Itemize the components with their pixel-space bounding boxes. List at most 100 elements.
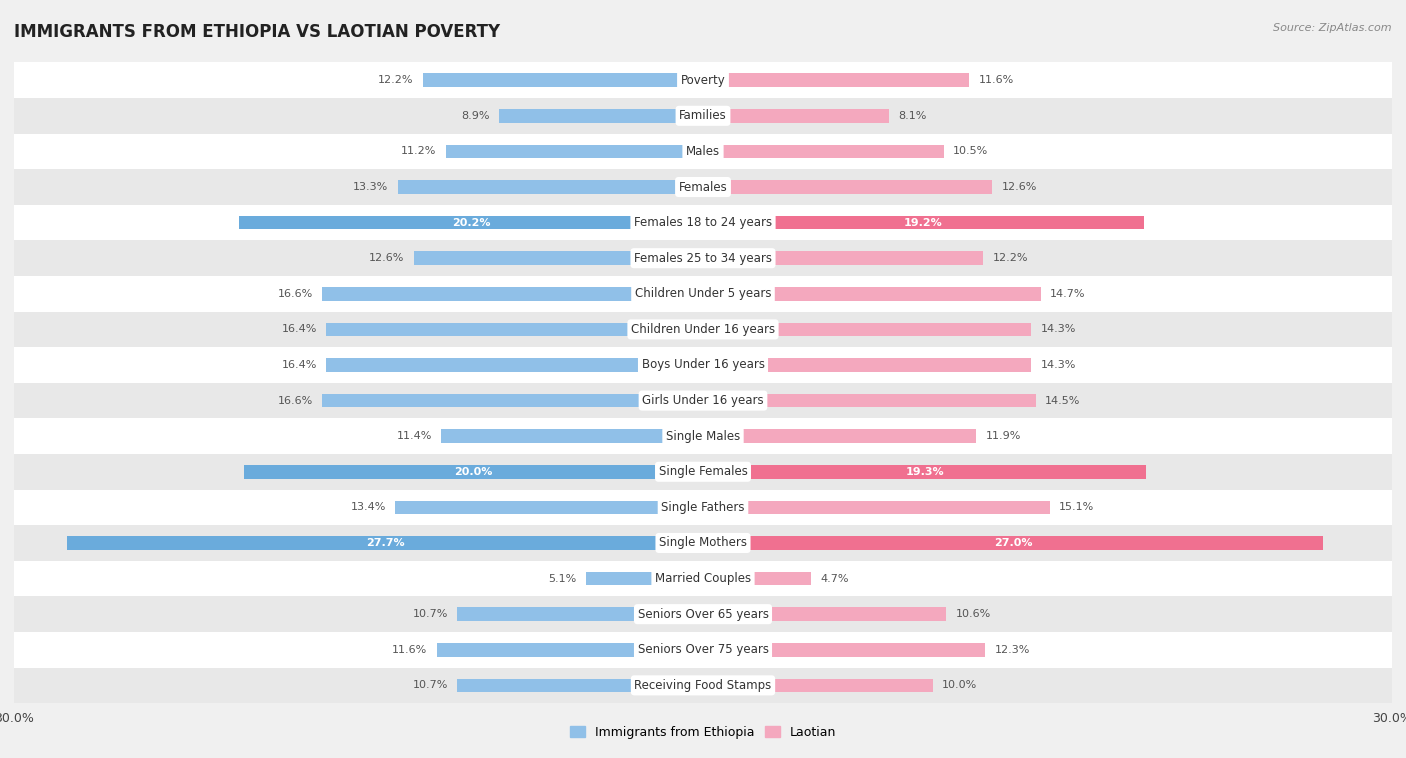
Text: Children Under 16 years: Children Under 16 years <box>631 323 775 336</box>
Text: 19.3%: 19.3% <box>905 467 943 477</box>
Bar <box>703 323 1032 336</box>
Text: Seniors Over 75 years: Seniors Over 75 years <box>637 644 769 656</box>
Text: Children Under 5 years: Children Under 5 years <box>634 287 772 300</box>
Bar <box>703 500 1050 514</box>
Text: Females 18 to 24 years: Females 18 to 24 years <box>634 216 772 229</box>
Text: Families: Families <box>679 109 727 122</box>
Text: 8.1%: 8.1% <box>898 111 927 121</box>
Text: 13.4%: 13.4% <box>350 503 387 512</box>
Text: 15.1%: 15.1% <box>1059 503 1094 512</box>
Bar <box>14 276 1392 312</box>
Bar <box>14 418 1392 454</box>
Bar <box>243 465 703 478</box>
Text: 5.1%: 5.1% <box>548 574 576 584</box>
Bar <box>14 597 1392 632</box>
Text: Single Fathers: Single Fathers <box>661 501 745 514</box>
Text: 11.9%: 11.9% <box>986 431 1021 441</box>
Text: 16.4%: 16.4% <box>281 324 318 334</box>
Text: 12.6%: 12.6% <box>370 253 405 263</box>
Text: Married Couples: Married Couples <box>655 572 751 585</box>
Text: 8.9%: 8.9% <box>461 111 489 121</box>
Text: 19.2%: 19.2% <box>904 218 943 227</box>
Bar <box>14 632 1392 668</box>
Bar <box>457 678 703 692</box>
Text: 20.2%: 20.2% <box>451 218 491 227</box>
Bar <box>703 643 986 656</box>
Text: Females 25 to 34 years: Females 25 to 34 years <box>634 252 772 265</box>
Text: 16.4%: 16.4% <box>281 360 318 370</box>
Text: Females: Females <box>679 180 727 193</box>
Text: Single Males: Single Males <box>666 430 740 443</box>
Text: 10.7%: 10.7% <box>413 609 449 619</box>
Bar <box>395 500 703 514</box>
Bar <box>14 312 1392 347</box>
Bar <box>423 74 703 87</box>
Bar <box>703 252 983 265</box>
Bar <box>703 216 1144 230</box>
Bar <box>703 678 932 692</box>
Text: Receiving Food Stamps: Receiving Food Stamps <box>634 679 772 692</box>
Text: 12.6%: 12.6% <box>1001 182 1036 192</box>
Bar <box>703 572 811 585</box>
Bar <box>441 430 703 443</box>
Bar <box>703 607 946 621</box>
Text: 27.7%: 27.7% <box>366 538 405 548</box>
Bar <box>14 98 1392 133</box>
Bar <box>14 668 1392 703</box>
Text: Poverty: Poverty <box>681 74 725 86</box>
Text: Girls Under 16 years: Girls Under 16 years <box>643 394 763 407</box>
Text: 12.3%: 12.3% <box>994 645 1031 655</box>
Bar <box>14 383 1392 418</box>
Bar <box>14 561 1392 597</box>
Text: 16.6%: 16.6% <box>277 396 312 406</box>
Bar <box>14 454 1392 490</box>
Text: 10.5%: 10.5% <box>953 146 988 156</box>
Text: 14.7%: 14.7% <box>1050 289 1085 299</box>
Bar <box>326 323 703 336</box>
Text: Single Mothers: Single Mothers <box>659 537 747 550</box>
Bar <box>703 74 969 87</box>
Text: 10.7%: 10.7% <box>413 681 449 691</box>
Text: 14.3%: 14.3% <box>1040 360 1076 370</box>
Text: 11.4%: 11.4% <box>396 431 432 441</box>
Text: 12.2%: 12.2% <box>378 75 413 85</box>
Bar <box>326 359 703 371</box>
Text: Seniors Over 65 years: Seniors Over 65 years <box>637 608 769 621</box>
Text: 12.2%: 12.2% <box>993 253 1028 263</box>
Bar <box>14 62 1392 98</box>
Bar <box>457 607 703 621</box>
Bar <box>14 490 1392 525</box>
Text: 16.6%: 16.6% <box>277 289 312 299</box>
Text: 10.0%: 10.0% <box>942 681 977 691</box>
Bar <box>703 145 945 158</box>
Bar <box>239 216 703 230</box>
Bar <box>703 430 976 443</box>
Bar <box>703 394 1036 407</box>
Text: 20.0%: 20.0% <box>454 467 492 477</box>
Bar <box>703 359 1032 371</box>
Bar <box>703 180 993 194</box>
Text: Boys Under 16 years: Boys Under 16 years <box>641 359 765 371</box>
Text: 4.7%: 4.7% <box>820 574 849 584</box>
Text: 14.5%: 14.5% <box>1045 396 1081 406</box>
Bar <box>586 572 703 585</box>
Legend: Immigrants from Ethiopia, Laotian: Immigrants from Ethiopia, Laotian <box>565 721 841 744</box>
Bar <box>14 205 1392 240</box>
Text: Males: Males <box>686 145 720 158</box>
Text: 11.2%: 11.2% <box>401 146 437 156</box>
Bar <box>413 252 703 265</box>
Text: 11.6%: 11.6% <box>979 75 1014 85</box>
Text: 27.0%: 27.0% <box>994 538 1032 548</box>
Bar <box>322 287 703 301</box>
Bar <box>437 643 703 656</box>
Bar <box>499 109 703 123</box>
Bar <box>67 536 703 550</box>
Bar <box>14 133 1392 169</box>
Bar <box>703 465 1146 478</box>
Bar <box>322 394 703 407</box>
Bar <box>703 536 1323 550</box>
Bar <box>14 525 1392 561</box>
Bar <box>14 240 1392 276</box>
Bar <box>446 145 703 158</box>
Text: Single Females: Single Females <box>658 465 748 478</box>
